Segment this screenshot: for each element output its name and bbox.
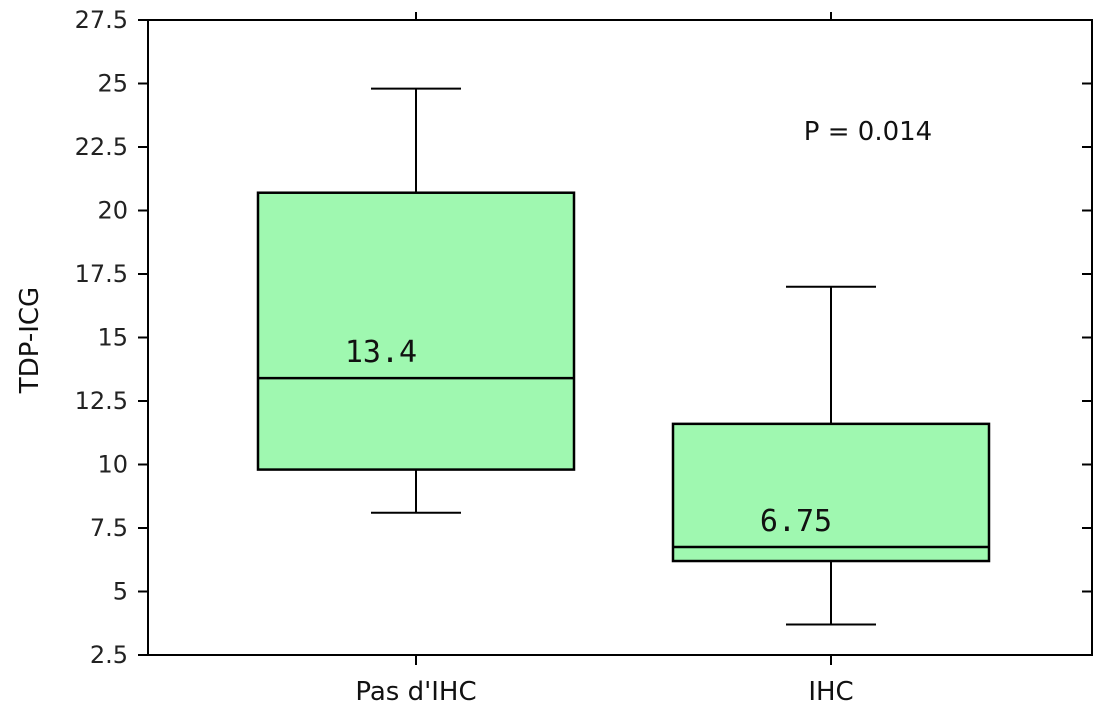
y-tick-label: 20 [97,197,128,225]
y-tick-label: 5 [113,578,128,606]
box-iqr [671,422,991,563]
y-tick-label: 15 [97,324,128,352]
y-tick-label: 27.5 [75,6,128,34]
y-tick-label: 25 [97,70,128,98]
y-tick-label: 12.5 [75,387,128,415]
y-axis-title: TDP-ICG [15,287,45,394]
x-category-label: Pas d'IHC [355,677,476,707]
y-tick-label: 10 [97,451,128,479]
median-value-label: 6.75 [760,504,832,539]
p-value-annotation: P = 0.014 [804,117,932,147]
y-tick-label: 17.5 [75,260,128,288]
x-category-label: IHC [808,677,853,707]
box-iqr [256,191,576,471]
y-tick-label: 2.5 [90,641,128,669]
median-value-label: 13.4 [345,335,417,370]
y-tick-label: 22.5 [75,133,128,161]
plot-area: 2.5 5 7.5 10 12.5 15 17.5 20 22.5 25 27.5 Pas d'IHC… [75,6,1093,707]
y-tick-label: 7.5 [90,514,128,542]
